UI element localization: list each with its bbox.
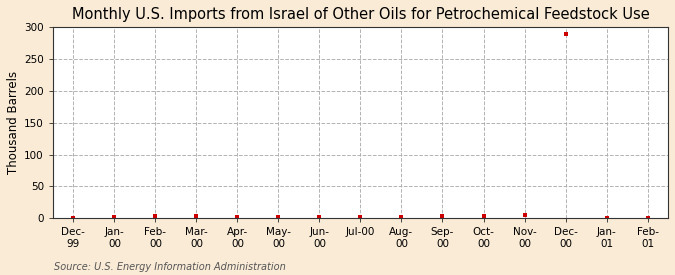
Text: Source: U.S. Energy Information Administration: Source: U.S. Energy Information Administ…	[54, 262, 286, 272]
Title: Monthly U.S. Imports from Israel of Other Oils for Petrochemical Feedstock Use: Monthly U.S. Imports from Israel of Othe…	[72, 7, 649, 22]
Y-axis label: Thousand Barrels: Thousand Barrels	[7, 71, 20, 174]
